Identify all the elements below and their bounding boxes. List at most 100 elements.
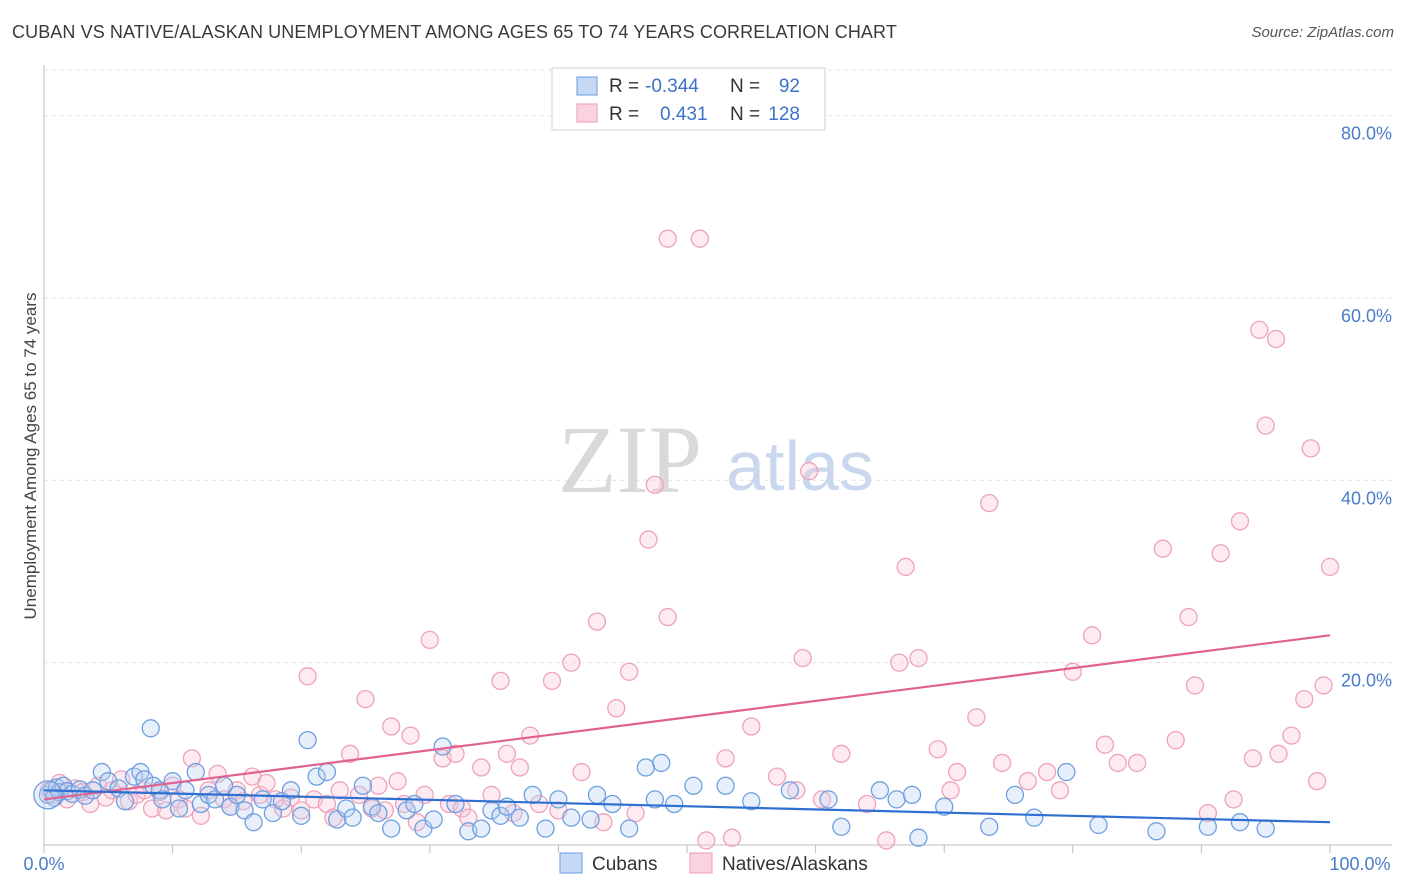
point-cubans <box>870 781 890 800</box>
x-tick-label: 100.0% <box>1329 854 1390 874</box>
legend-n-label-1: N = <box>730 104 760 125</box>
point-natives <box>491 671 510 691</box>
point-natives <box>658 607 677 627</box>
point-cubans <box>292 806 311 825</box>
point-cubans <box>337 799 356 818</box>
trend-line-cubans <box>43 789 1331 824</box>
point-natives <box>1050 781 1070 800</box>
point-natives <box>639 530 658 549</box>
point-natives <box>572 762 591 782</box>
point-natives <box>562 653 581 672</box>
point-natives <box>909 648 928 668</box>
axes <box>43 65 1392 853</box>
point-cubans <box>1256 819 1275 838</box>
watermark-atlas: atlas <box>726 427 874 505</box>
legend: R = -0.344 N = 92 R = 0.431 N = 128 <box>551 67 826 131</box>
point-natives <box>1166 730 1185 750</box>
point-natives <box>896 557 915 577</box>
point-natives <box>369 776 388 795</box>
point-cubans <box>307 767 326 786</box>
point-natives <box>330 781 349 800</box>
bottom-legend-label-natives: Natives/Alaskans <box>722 854 868 875</box>
point-cubans <box>742 792 761 811</box>
point-cubans <box>169 799 189 818</box>
point-natives <box>340 744 360 763</box>
point-natives <box>1095 735 1115 754</box>
point-cubans <box>819 790 838 809</box>
point-cubans <box>433 737 452 756</box>
point-natives <box>292 801 311 820</box>
y-axis-label: Unemployment Among Ages 65 to 74 years <box>21 293 40 620</box>
point-natives <box>722 828 742 847</box>
point-cubans <box>664 794 684 814</box>
legend-r-label-1: R = <box>609 104 639 125</box>
point-natives <box>1307 772 1327 791</box>
point-natives <box>587 612 607 631</box>
legend-swatch-cubans <box>576 76 598 96</box>
chart-title: CUBAN VS NATIVE/ALASKAN UNEMPLOYMENT AMO… <box>12 22 897 42</box>
point-cubans <box>523 785 542 805</box>
point-natives <box>1243 749 1262 768</box>
y-tick-label: 40.0% <box>1341 488 1392 508</box>
point-cubans <box>536 819 555 838</box>
point-natives <box>1211 544 1230 563</box>
point-natives <box>510 758 529 777</box>
point-natives <box>980 493 999 513</box>
point-cubans <box>317 762 337 782</box>
point-cubans <box>980 817 999 836</box>
point-cubans <box>636 758 655 777</box>
point-natives <box>619 662 639 681</box>
point-cubans <box>1057 762 1076 782</box>
legend-n-value-1: 128 <box>768 104 800 125</box>
y-tick-label: 20.0% <box>1341 671 1392 691</box>
point-natives <box>992 753 1012 773</box>
point-cubans <box>191 794 211 814</box>
point-cubans <box>549 790 568 809</box>
point-cubans <box>716 776 735 795</box>
trend-line-natives <box>43 634 1331 801</box>
point-natives <box>607 699 626 718</box>
point-cubans-cluster <box>33 780 63 810</box>
point-cubans <box>382 819 401 838</box>
point-natives <box>1127 753 1147 773</box>
bottom-legend: Cubans Natives/Alaskans <box>559 852 868 875</box>
point-natives <box>482 785 501 805</box>
point-cubans <box>446 794 465 814</box>
point-cubans <box>1198 817 1217 836</box>
point-natives <box>542 671 562 691</box>
series-cubans-points <box>33 719 1275 847</box>
bottom-legend-label-cubans: Cubans <box>592 854 658 875</box>
point-natives <box>1282 726 1301 745</box>
series-natives-points <box>39 229 1340 850</box>
point-cubans <box>369 803 388 823</box>
point-cubans <box>935 797 954 816</box>
point-natives <box>1179 607 1198 627</box>
point-natives <box>967 708 986 727</box>
point-cubans <box>153 790 172 809</box>
legend-r-label-0: R = <box>609 76 639 97</box>
point-natives <box>787 781 806 800</box>
point-cubans <box>652 753 671 773</box>
point-cubans <box>581 810 600 829</box>
point-natives <box>1108 753 1127 773</box>
point-natives <box>1320 557 1340 577</box>
point-cubans <box>99 772 118 791</box>
y-tick-label: 60.0% <box>1341 306 1392 326</box>
point-natives <box>658 229 677 248</box>
point-cubans <box>562 808 581 827</box>
point-cubans <box>135 770 154 789</box>
point-natives <box>1314 676 1333 695</box>
point-natives <box>1018 772 1037 791</box>
point-cubans <box>902 785 922 805</box>
point-cubans <box>1005 785 1025 805</box>
point-natives <box>298 667 317 686</box>
point-natives <box>257 773 276 793</box>
point-natives <box>1250 320 1269 340</box>
point-cubans <box>780 781 800 800</box>
point-cubans <box>405 794 424 814</box>
point-cubans <box>1089 815 1108 835</box>
legend-n-value-0: 92 <box>779 76 800 97</box>
watermark: ZIP atlas <box>558 406 874 513</box>
watermark-zip: ZIP <box>558 406 702 513</box>
